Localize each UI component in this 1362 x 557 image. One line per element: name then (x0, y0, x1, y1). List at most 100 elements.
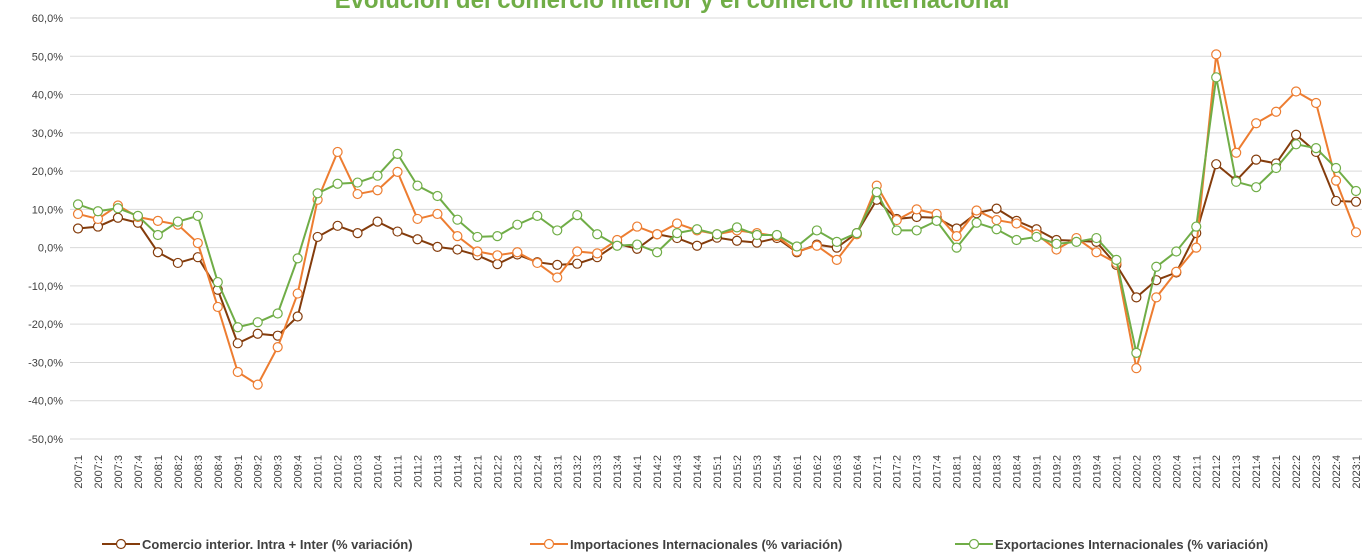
point (272, 342, 283, 353)
point (592, 229, 603, 240)
x-tick-label: 2007:4 (133, 455, 145, 489)
x-tick-label: 2014:2 (652, 455, 664, 489)
point (811, 240, 822, 251)
x-tick-label: 2020:2 (1131, 455, 1143, 489)
point (292, 311, 303, 322)
x-tick-label: 2018:4 (1012, 455, 1024, 489)
point (332, 220, 343, 231)
point (572, 258, 583, 269)
point (212, 301, 223, 313)
y-tick-label: 0,0% (38, 243, 63, 255)
point (1251, 182, 1262, 193)
x-tick-label: 2010:4 (373, 455, 385, 489)
x-tick-label: 2022:1 (1271, 455, 1283, 489)
x-tick-label: 2012:4 (532, 455, 544, 489)
point (1211, 72, 1222, 83)
point (791, 241, 802, 252)
x-tick-label: 2016:3 (832, 455, 844, 489)
point (751, 229, 763, 241)
legend-marker (968, 538, 980, 550)
point (612, 240, 623, 251)
point (392, 148, 403, 159)
point (731, 235, 743, 246)
point (432, 190, 443, 202)
point (1131, 347, 1142, 358)
point (552, 259, 563, 270)
point (771, 229, 783, 241)
point (1350, 196, 1362, 207)
x-tick-label: 2009:3 (273, 455, 285, 489)
y-tick-label: -50,0% (28, 434, 63, 446)
point (232, 366, 243, 378)
point (1031, 231, 1042, 243)
point (432, 241, 443, 252)
point (452, 244, 463, 255)
point (731, 222, 743, 233)
x-tick-label: 2015:3 (752, 455, 764, 489)
point (1290, 86, 1302, 97)
point (92, 206, 104, 217)
x-tick-label: 2013:1 (552, 455, 564, 489)
point (552, 225, 563, 236)
point (632, 239, 643, 250)
point (272, 308, 283, 319)
point (851, 227, 862, 239)
x-tick-label: 2008:3 (193, 455, 205, 489)
y-tick-label: 50,0% (32, 51, 63, 63)
point (332, 178, 343, 189)
point (1231, 176, 1242, 187)
point (292, 288, 303, 299)
x-tick-label: 2019:4 (1091, 455, 1103, 489)
point (951, 231, 962, 242)
y-tick-label: -40,0% (28, 396, 63, 408)
point (1251, 154, 1262, 165)
x-tick-label: 2011:4 (452, 455, 464, 488)
point (1151, 292, 1162, 303)
point (1310, 97, 1322, 109)
point (1251, 118, 1262, 129)
x-tick-label: 2019:3 (1071, 455, 1083, 489)
legend-label: Comercio interior. Intra + Inter (% vari… (142, 537, 413, 552)
point (1111, 254, 1122, 265)
point (412, 180, 423, 191)
point (632, 221, 643, 232)
y-tick-label: -10,0% (28, 281, 63, 293)
y-tick-label: 10,0% (32, 204, 63, 216)
x-tick-label: 2013:3 (592, 455, 604, 489)
point (112, 203, 124, 214)
x-tick-label: 2017:2 (892, 455, 904, 489)
point (971, 217, 982, 228)
x-tick-label: 2009:1 (233, 455, 245, 489)
x-tick-label: 2015:4 (772, 455, 784, 489)
point (911, 204, 922, 215)
point (671, 218, 683, 229)
point (452, 214, 463, 225)
point (232, 322, 243, 333)
point (1071, 236, 1082, 247)
x-tick-label: 2022:2 (1291, 455, 1303, 489)
point (72, 199, 84, 210)
x-tick-label: 2011:2 (412, 455, 424, 488)
x-tick-label: 2015:1 (712, 455, 724, 489)
point (132, 210, 144, 221)
point (512, 247, 523, 258)
series-line (77, 77, 1357, 354)
y-tick-label: -20,0% (28, 319, 63, 331)
point (931, 215, 942, 226)
point (1271, 162, 1282, 174)
point (152, 247, 163, 258)
x-tick-label: 2016:2 (812, 455, 824, 489)
point (412, 234, 423, 245)
point (372, 185, 383, 196)
point (1171, 266, 1182, 277)
point (1131, 292, 1142, 303)
point (1211, 49, 1222, 60)
point (492, 231, 503, 242)
point (512, 219, 523, 230)
point (711, 229, 723, 240)
point (352, 188, 363, 200)
x-tick-label: 2008:1 (153, 455, 165, 489)
point (432, 208, 443, 220)
point (252, 379, 263, 390)
x-tick-label: 2020:3 (1151, 455, 1163, 489)
